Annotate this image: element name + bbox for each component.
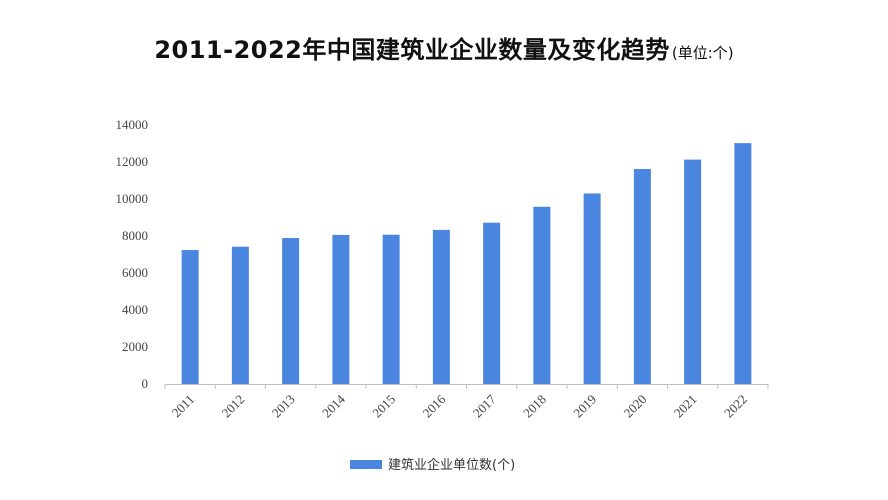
x-tick-label: 2021 bbox=[671, 392, 700, 421]
y-tick-label: 8000 bbox=[122, 228, 148, 243]
bar bbox=[633, 169, 651, 384]
bar bbox=[533, 206, 551, 384]
y-tick-label: 10000 bbox=[116, 191, 149, 206]
x-tick-label: 2022 bbox=[721, 392, 750, 421]
y-tick-label: 14000 bbox=[116, 117, 149, 132]
bar bbox=[432, 229, 450, 384]
legend-swatch bbox=[350, 460, 382, 469]
bar bbox=[583, 193, 601, 384]
x-tick-label: 2019 bbox=[570, 392, 599, 421]
chart-title: 2011-2022年中国建筑业企业数量及变化趋势 (单位:个) bbox=[0, 30, 888, 65]
y-tick-label: 0 bbox=[142, 376, 149, 391]
bar bbox=[382, 234, 400, 384]
bar bbox=[231, 246, 249, 384]
x-tick-label: 2016 bbox=[420, 391, 449, 420]
bar bbox=[684, 159, 702, 384]
y-tick-label: 6000 bbox=[122, 265, 148, 280]
bar bbox=[734, 143, 752, 384]
x-tick-label: 2020 bbox=[621, 392, 650, 421]
x-tick-label: 2013 bbox=[269, 392, 298, 421]
y-tick-label: 2000 bbox=[122, 339, 148, 354]
bar bbox=[282, 238, 300, 384]
bar bbox=[181, 250, 199, 384]
legend-label: 建筑业企业单位数(个) bbox=[388, 457, 515, 473]
y-tick-label: 4000 bbox=[122, 302, 148, 317]
x-tick-label: 2011 bbox=[169, 392, 198, 421]
bar bbox=[332, 234, 350, 384]
y-tick-label: 12000 bbox=[116, 154, 149, 169]
chart-title-unit: (单位:个) bbox=[671, 44, 734, 62]
x-tick-label: 2014 bbox=[319, 391, 348, 420]
x-tick-label: 2017 bbox=[470, 391, 499, 420]
x-tick-label: 2015 bbox=[369, 392, 398, 421]
chart-title-main: 2011-2022年中国建筑业企业数量及变化趋势 bbox=[154, 36, 670, 64]
bar bbox=[483, 222, 501, 384]
x-tick-label: 2012 bbox=[219, 392, 248, 421]
x-tick-label: 2018 bbox=[520, 392, 549, 421]
